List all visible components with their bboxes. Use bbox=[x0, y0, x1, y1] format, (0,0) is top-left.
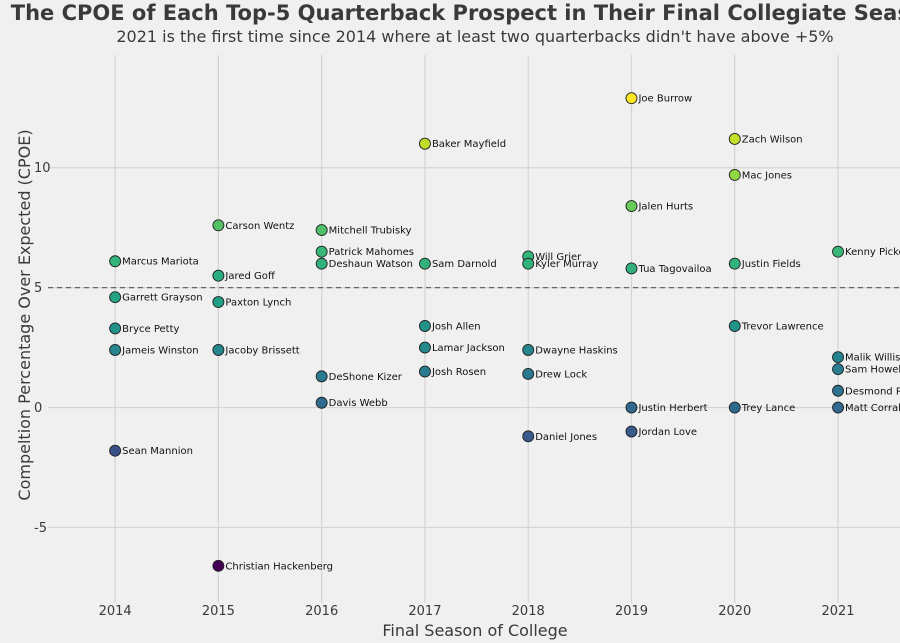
data-point bbox=[315, 245, 328, 258]
point-label: DeShone Kizer bbox=[329, 372, 403, 383]
data-point bbox=[315, 396, 328, 409]
point-label: Sam Darnold bbox=[432, 259, 497, 270]
point-label: Desmond Ridder bbox=[845, 386, 900, 397]
point-label: Tua Tagovailoa bbox=[637, 264, 711, 275]
point-label: Will Grier bbox=[535, 252, 582, 263]
data-point bbox=[522, 257, 535, 270]
data-point bbox=[418, 341, 431, 354]
y-tick-label: 5 bbox=[34, 281, 42, 296]
point-label: Joe Burrow bbox=[637, 94, 692, 105]
x-tick-label: 2015 bbox=[202, 604, 235, 619]
y-tick-label: 10 bbox=[34, 161, 51, 176]
data-point bbox=[832, 351, 844, 364]
chart-title: The CPOE of Each Top-5 Quarterback Prosp… bbox=[11, 1, 900, 25]
point-label: Bryce Petty bbox=[122, 324, 179, 335]
x-tick-label: 2021 bbox=[821, 604, 854, 619]
data-point bbox=[625, 92, 638, 105]
point-label: Jameis Winston bbox=[121, 345, 199, 356]
point-label: Paxton Lynch bbox=[225, 298, 291, 309]
point-label: Jalen Hurts bbox=[637, 202, 693, 213]
point-label: Davis Webb bbox=[329, 398, 388, 409]
point-label: Daniel Jones bbox=[535, 432, 597, 443]
data-point bbox=[625, 262, 638, 275]
ticks-layer: 2014 2015 2016 2017 2018 2019 2020 2021 -5 0 5 10 bbox=[34, 161, 855, 619]
point-label: Matt Corral bbox=[845, 403, 900, 414]
data-point bbox=[418, 137, 431, 150]
point-label: Sean Mannion bbox=[122, 446, 193, 457]
data-point bbox=[728, 401, 741, 414]
data-point bbox=[418, 320, 431, 332]
point-label: Christian Hackenberg bbox=[225, 561, 333, 572]
point-label: Zach Wilson bbox=[742, 134, 803, 145]
point-label: Jordan Love bbox=[637, 427, 697, 438]
x-tick-label: 2017 bbox=[408, 604, 441, 619]
data-point bbox=[418, 257, 431, 270]
data-point bbox=[109, 344, 122, 356]
data-point bbox=[109, 322, 122, 335]
data-point bbox=[109, 291, 122, 304]
data-point bbox=[832, 245, 844, 258]
point-label: Trevor Lawrence bbox=[741, 322, 824, 333]
data-point bbox=[832, 384, 844, 397]
point-label: Justin Fields bbox=[741, 259, 801, 270]
data-point bbox=[728, 320, 741, 332]
data-point bbox=[832, 363, 844, 376]
point-label: Mitchell Trubisky bbox=[329, 226, 412, 237]
grid-layer bbox=[48, 55, 900, 603]
data-point bbox=[109, 255, 122, 268]
x-tick-label: 2019 bbox=[615, 604, 648, 619]
point-label: Lamar Jackson bbox=[432, 343, 505, 354]
points-layer: Marcus Mariota Garrett Grayson Bryce Petty… bbox=[109, 92, 900, 572]
point-label: Malik Willis bbox=[845, 353, 900, 364]
y-tick-label: 0 bbox=[34, 401, 42, 416]
point-label: Mac Jones bbox=[742, 170, 792, 181]
data-point bbox=[625, 200, 638, 213]
point-label: Carson Wentz bbox=[225, 221, 294, 232]
y-axis-label: Compeltion Percentage Over Expected (CPO… bbox=[15, 129, 34, 500]
point-label: Kenny Pickett bbox=[845, 247, 900, 258]
point-label: Deshaun Watson bbox=[329, 259, 413, 270]
point-label: Trey Lance bbox=[741, 403, 795, 414]
point-label: Baker Mayfield bbox=[432, 139, 506, 150]
point-label: Josh Rosen bbox=[431, 367, 486, 378]
data-point bbox=[625, 401, 638, 414]
point-label: Josh Allen bbox=[431, 322, 481, 333]
x-tick-label: 2020 bbox=[718, 604, 751, 619]
data-point bbox=[418, 365, 431, 378]
data-point bbox=[522, 430, 535, 443]
x-tick-label: 2018 bbox=[512, 604, 545, 619]
data-point bbox=[522, 368, 535, 380]
y-tick-label: -5 bbox=[34, 521, 47, 536]
data-point bbox=[212, 296, 225, 308]
data-point bbox=[625, 425, 638, 438]
x-axis-label: Final Season of College bbox=[382, 621, 567, 640]
point-label: Kyler Murray bbox=[535, 259, 598, 270]
point-label: Drew Lock bbox=[535, 369, 587, 380]
point-label: Dwayne Haskins bbox=[535, 345, 618, 356]
data-point bbox=[315, 257, 328, 270]
point-label: Jared Goff bbox=[224, 271, 276, 282]
data-point bbox=[522, 344, 535, 356]
data-point bbox=[315, 370, 328, 383]
data-point bbox=[728, 132, 741, 145]
point-label: Jacoby Brissett bbox=[224, 345, 299, 356]
x-tick-label: 2016 bbox=[305, 604, 338, 619]
point-label: Patrick Mahomes bbox=[329, 247, 414, 258]
data-point bbox=[212, 269, 225, 282]
data-point bbox=[315, 224, 328, 237]
x-tick-label: 2014 bbox=[99, 604, 132, 619]
data-point bbox=[109, 444, 122, 457]
point-label: Sam Howell bbox=[845, 365, 900, 376]
data-point bbox=[212, 344, 225, 356]
data-point bbox=[728, 257, 741, 270]
point-label: Garrett Grayson bbox=[122, 293, 202, 304]
point-label: Marcus Mariota bbox=[122, 257, 199, 268]
data-point bbox=[212, 559, 225, 572]
data-point bbox=[212, 219, 225, 232]
point-label: Justin Herbert bbox=[637, 403, 707, 414]
chart-subtitle: 2021 is the first time since 2014 where … bbox=[116, 27, 833, 46]
data-point bbox=[728, 168, 741, 181]
data-point bbox=[832, 401, 844, 414]
